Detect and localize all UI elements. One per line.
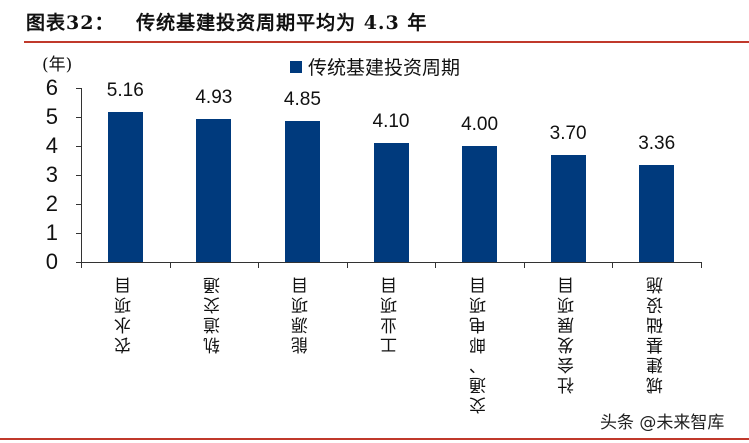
y-tick: [76, 146, 81, 147]
bar: [550, 154, 586, 262]
y-tick: [76, 117, 81, 118]
bar: [107, 112, 143, 262]
value-label: 4.00: [461, 114, 499, 135]
value-label: 3.36: [638, 132, 676, 154]
title-text: 传统基建投资周期平均为 4.3 年: [136, 12, 428, 34]
y-tick: [76, 88, 81, 89]
category-label: 农水项目: [115, 274, 136, 354]
y-tick-label: 5: [45, 104, 58, 129]
x-tick: [81, 262, 82, 268]
y-tick: [76, 175, 81, 176]
y-tick-label: 1: [45, 220, 58, 245]
legend-label: 传统基建投资周期: [308, 57, 461, 79]
x-tick: [612, 262, 614, 268]
y-tick-label: 4: [45, 133, 58, 158]
bar: [373, 143, 409, 262]
y-tick-label: 0: [45, 249, 58, 274]
legend: 传统基建投资周期: [290, 53, 460, 80]
value-label: 3.70: [549, 122, 587, 144]
x-tick: [346, 262, 348, 268]
x-tick: [258, 262, 260, 268]
bar: [284, 121, 320, 262]
y-tick: [76, 262, 81, 263]
title-divider: [24, 41, 749, 43]
y-axis: [81, 88, 82, 263]
value-label: 4.93: [195, 87, 233, 109]
x-tick: [169, 262, 171, 268]
category-label: 工业项目: [381, 274, 401, 354]
y-tick-label: 2: [45, 191, 58, 216]
category-label: 能源项目: [292, 274, 313, 354]
chart-title: 图表32： 传统基建投资周期平均为 4.3 年: [26, 8, 427, 35]
y-axis-unit: (年): [42, 55, 73, 75]
figure-label: 图表32：: [26, 12, 115, 34]
bar: [196, 119, 232, 262]
x-axis: [81, 262, 701, 263]
y-tick: [76, 204, 81, 205]
legend-swatch: [290, 60, 302, 73]
category-label: 轨道交通: [203, 274, 224, 354]
watermark: 头条 @未来智库: [600, 413, 725, 433]
y-tick-label: 6: [45, 75, 58, 100]
y-tick: [76, 233, 81, 234]
value-label: 4.85: [283, 89, 321, 111]
bar: [462, 146, 498, 262]
x-tick: [435, 262, 437, 268]
bottom-divider: [0, 438, 749, 440]
bar: [639, 164, 675, 262]
value-label: 5.16: [106, 80, 144, 102]
x-tick: [701, 262, 702, 268]
value-label: 4.10: [372, 111, 410, 133]
category-label: 社会发展项目: [558, 274, 579, 394]
category-label: 城建基础设施: [646, 274, 667, 394]
category-label: 交通、邮电项目: [469, 274, 490, 414]
x-tick: [523, 262, 525, 268]
y-tick-label: 3: [45, 162, 58, 187]
